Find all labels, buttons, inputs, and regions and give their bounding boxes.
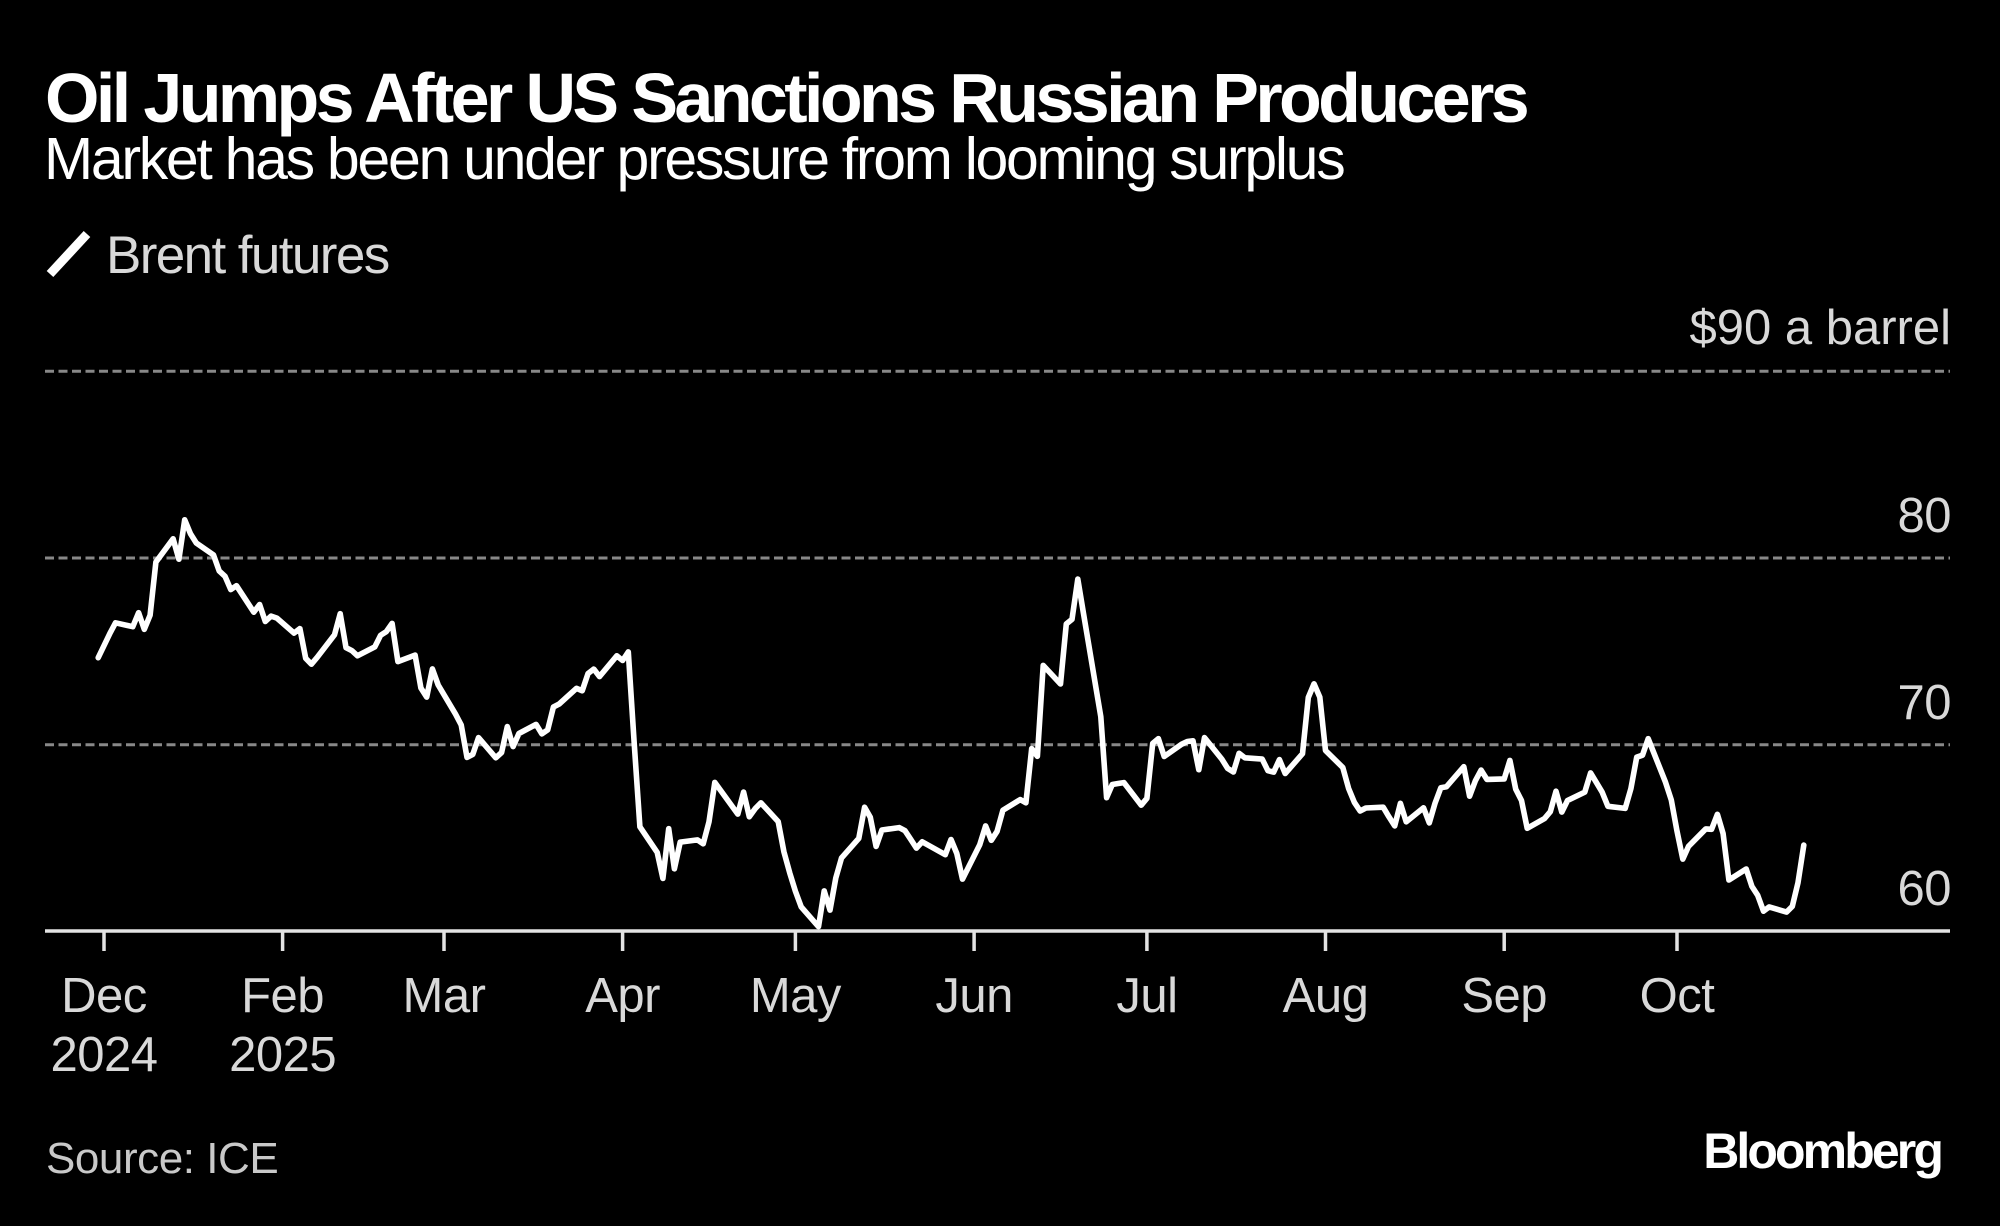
svg-text:Source: ICE: Source: ICE [46,1134,278,1183]
svg-text:Aug: Aug [1283,969,1369,1023]
svg-text:Feb: Feb [241,969,324,1023]
svg-text:Oct: Oct [1640,969,1716,1023]
svg-text:Jun: Jun [935,969,1013,1023]
svg-text:Mar: Mar [403,969,486,1023]
svg-text:Dec: Dec [61,969,147,1023]
svg-text:May: May [750,969,842,1023]
svg-text:Brent futures: Brent futures [106,226,389,285]
svg-text:2024: 2024 [50,1028,157,1082]
svg-text:Apr: Apr [585,969,660,1023]
svg-text:70: 70 [1897,676,1951,730]
svg-text:Bloomberg: Bloomberg [1703,1123,1941,1179]
svg-text:80: 80 [1897,489,1951,543]
svg-text:Oil Jumps After US Sanctions R: Oil Jumps After US Sanctions Russian Pro… [45,59,1528,137]
svg-text:Market has been under pressure: Market has been under pressure from loom… [44,126,1344,192]
svg-text:2025: 2025 [229,1028,336,1082]
svg-text:$90 a barrel: $90 a barrel [1689,301,1951,355]
svg-text:60: 60 [1897,862,1951,916]
svg-text:Sep: Sep [1461,969,1547,1023]
svg-text:Jul: Jul [1116,969,1177,1023]
